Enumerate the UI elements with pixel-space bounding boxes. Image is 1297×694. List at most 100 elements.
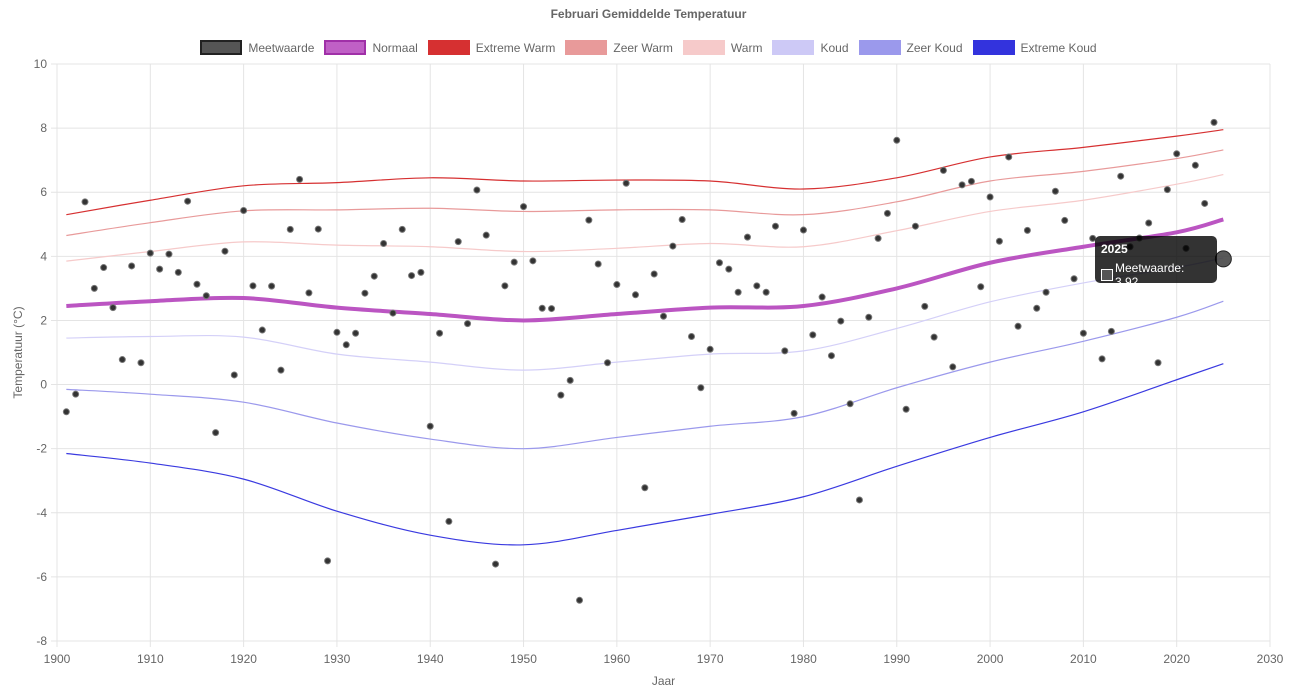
data-point[interactable] [660, 312, 667, 320]
data-point[interactable] [734, 288, 742, 296]
data-point[interactable] [417, 268, 425, 276]
data-point[interactable] [464, 320, 472, 328]
data-point[interactable] [641, 484, 649, 492]
legend-item-extreme-koud[interactable]: Extreme Koud [972, 40, 1097, 55]
data-point[interactable] [911, 222, 919, 230]
data-point[interactable] [268, 282, 276, 290]
data-point[interactable] [529, 257, 537, 265]
data-point[interactable] [1145, 219, 1153, 227]
data-point[interactable] [408, 272, 416, 280]
data-point[interactable] [604, 359, 612, 367]
data-point[interactable] [389, 309, 397, 317]
data-point[interactable] [454, 238, 462, 246]
data-point[interactable] [706, 345, 714, 353]
data-point[interactable] [902, 405, 910, 413]
data-point[interactable] [939, 166, 947, 174]
legend-item-zeer-warm[interactable]: Zeer Warm [565, 40, 673, 55]
data-point[interactable] [725, 265, 733, 273]
legend-item-meetwaarde[interactable]: Meetwaarde [200, 40, 314, 55]
data-point[interactable] [510, 258, 518, 266]
data-point[interactable] [771, 222, 779, 230]
data-point[interactable] [576, 596, 584, 604]
data-point[interactable] [184, 197, 192, 205]
data-point[interactable] [977, 283, 985, 291]
legend-item-normaal[interactable]: Normaal [324, 40, 418, 55]
data-point[interactable] [62, 408, 70, 416]
data-point[interactable] [538, 304, 546, 312]
data-point[interactable] [585, 216, 593, 224]
data-point[interactable] [72, 390, 80, 398]
data-point[interactable] [1061, 216, 1069, 224]
data-point[interactable] [1098, 355, 1106, 363]
data-point[interactable] [781, 347, 789, 355]
data-point[interactable] [799, 226, 807, 234]
data-point[interactable] [855, 496, 863, 504]
data-point-highlighted[interactable] [1214, 250, 1232, 268]
data-point[interactable] [669, 242, 677, 250]
data-point[interactable] [1201, 199, 1209, 207]
data-point[interactable] [277, 366, 285, 374]
data-point[interactable] [370, 272, 378, 280]
data-point[interactable] [1107, 327, 1115, 335]
data-point[interactable] [1014, 322, 1022, 330]
data-point[interactable] [687, 332, 695, 340]
data-point[interactable] [715, 259, 723, 267]
data-point[interactable] [146, 249, 154, 257]
legend-item-extreme-warm[interactable]: Extreme Warm [427, 40, 555, 55]
data-point[interactable] [137, 359, 145, 367]
data-point[interactable] [202, 292, 210, 300]
data-point[interactable] [921, 302, 929, 310]
data-point[interactable] [1023, 226, 1031, 234]
data-point[interactable] [1191, 161, 1199, 169]
data-point[interactable] [520, 203, 528, 211]
data-point[interactable] [1051, 187, 1059, 195]
data-point[interactable] [930, 333, 938, 341]
data-point[interactable] [753, 282, 761, 290]
data-point[interactable] [949, 363, 957, 371]
data-point[interactable] [165, 250, 173, 258]
data-point[interactable] [874, 234, 882, 242]
data-point[interactable] [128, 262, 136, 270]
data-point[interactable] [1210, 118, 1218, 126]
data-point[interactable] [352, 329, 360, 337]
data-point[interactable] [436, 329, 444, 337]
data-point[interactable] [893, 136, 901, 144]
data-point[interactable] [1070, 275, 1078, 283]
data-point[interactable] [100, 264, 108, 272]
data-point[interactable] [837, 317, 845, 325]
data-point[interactable] [314, 225, 322, 233]
data-point[interactable] [865, 313, 873, 321]
data-point[interactable] [790, 409, 798, 417]
data-point[interactable] [90, 284, 98, 292]
data-point[interactable] [398, 225, 406, 233]
data-point[interactable] [81, 198, 89, 206]
data-point[interactable] [1154, 359, 1162, 367]
data-point[interactable] [212, 429, 220, 437]
data-point[interactable] [566, 376, 574, 384]
data-point[interactable] [305, 289, 313, 297]
data-point[interactable] [1163, 186, 1171, 194]
data-point[interactable] [622, 179, 630, 187]
data-point[interactable] [1117, 172, 1125, 180]
data-point[interactable] [594, 260, 602, 268]
data-point[interactable] [1033, 304, 1041, 312]
data-point[interactable] [174, 268, 182, 276]
data-point[interactable] [342, 341, 350, 349]
data-point[interactable] [743, 233, 751, 241]
data-point[interactable] [501, 282, 509, 290]
data-point[interactable] [156, 265, 164, 273]
legend-item-koud[interactable]: Koud [772, 40, 849, 55]
data-point[interactable] [809, 331, 817, 339]
data-point[interactable] [249, 282, 257, 290]
data-point[interactable] [361, 289, 369, 297]
data-point[interactable] [445, 517, 453, 525]
data-point[interactable] [986, 193, 994, 201]
data-point[interactable] [967, 177, 975, 185]
data-point[interactable] [613, 281, 621, 289]
data-point[interactable] [1005, 153, 1013, 161]
data-point[interactable] [286, 225, 294, 233]
data-point[interactable] [426, 422, 434, 430]
data-point[interactable] [324, 557, 332, 565]
data-point[interactable] [557, 391, 565, 399]
data-point[interactable] [193, 280, 201, 288]
